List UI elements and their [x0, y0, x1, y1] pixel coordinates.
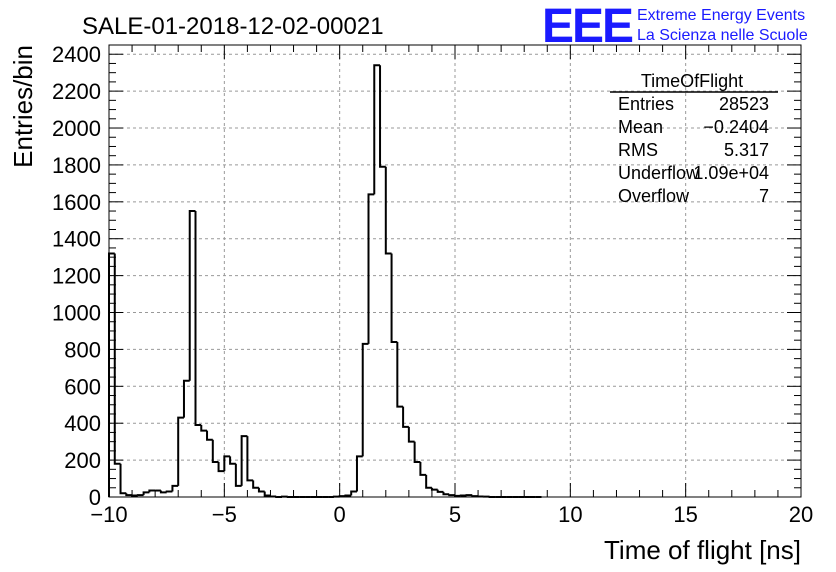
y-tick-label: 1600 — [52, 190, 101, 215]
histogram-bin — [413, 441, 421, 463]
x-tick-label: 15 — [673, 502, 697, 527]
x-tick-labels: −10 −5 0 5 10 15 20 — [90, 502, 813, 527]
histogram-bin — [200, 425, 208, 432]
histogram-bin — [344, 494, 352, 497]
histogram-bin — [211, 439, 219, 463]
x-tick-label: 0 — [334, 502, 346, 527]
axis-ticks — [108, 44, 802, 498]
y-tick-label: 1000 — [52, 301, 101, 326]
chart-title: SALE-01-2018-12-02-00021 — [82, 13, 384, 40]
histogram-bin — [240, 435, 248, 486]
histogram-bin — [390, 253, 398, 344]
histogram-bin — [436, 489, 444, 493]
histogram-bin — [165, 490, 173, 493]
histogram-bin — [448, 494, 455, 497]
histogram-bin — [269, 495, 277, 498]
histogram-bin — [177, 416, 184, 486]
x-tick-label: 10 — [558, 502, 582, 527]
histogram-bin — [355, 455, 363, 492]
stats-value-mean: −0.2404 — [703, 117, 769, 137]
y-tick-label: 1800 — [52, 153, 101, 178]
logo-line-1: Extreme Energy Events — [637, 7, 805, 24]
histogram-bin — [471, 495, 479, 498]
stats-label-underflow: Underflow — [618, 163, 700, 183]
y-tick-label: 2200 — [52, 79, 101, 104]
histogram-bin — [229, 456, 236, 465]
x-tick-label: −5 — [212, 502, 237, 527]
stats-value-rms: 5.317 — [724, 140, 769, 160]
y-tick-label: 1400 — [52, 227, 101, 252]
histogram-bin — [425, 474, 432, 489]
histogram-bin — [384, 166, 392, 255]
y-tick-label: 2400 — [52, 42, 101, 67]
histogram-bin — [206, 430, 213, 441]
logo-mark: EEE — [542, 0, 633, 53]
histogram-bin — [142, 491, 150, 496]
histogram-bin — [361, 342, 369, 457]
histogram-bin — [223, 455, 231, 472]
y-tick-label: 2000 — [52, 116, 101, 141]
y-tick-label: 600 — [64, 374, 101, 399]
stats-value-underflow: 1.09e+04 — [693, 163, 769, 183]
x-tick-label: −10 — [90, 502, 127, 527]
histogram-bin — [125, 493, 133, 497]
stats-box: TimeOfFlight Entries 28523 Mean −0.2404 … — [610, 71, 778, 206]
histogram-bin — [252, 480, 259, 489]
x-axis-title: Time of flight [ns] — [604, 535, 801, 565]
histogram-bin — [188, 210, 196, 381]
histogram-bin — [263, 491, 271, 497]
x-tick-label: 20 — [789, 502, 813, 527]
stats-label-entries: Entries — [618, 94, 674, 114]
histogram-bin — [402, 406, 409, 428]
eee-logo: EEE Extreme Energy Events La Scienza nel… — [542, 0, 808, 53]
histogram-bin — [171, 484, 179, 492]
y-tick-label: 800 — [64, 337, 101, 362]
stats-label-rms: RMS — [618, 140, 658, 160]
y-tick-label: 200 — [64, 448, 101, 473]
histogram-bin — [246, 436, 254, 482]
histogram-bin — [217, 461, 225, 473]
y-tick-label: 0 — [89, 485, 101, 510]
x-tick-label: 5 — [449, 502, 461, 527]
histogram-bin — [407, 426, 415, 443]
histogram-bin — [396, 342, 404, 408]
histogram-bin — [194, 211, 202, 427]
histogram-bin — [442, 491, 450, 496]
histogram-bin — [430, 487, 438, 491]
histogram-bin — [119, 463, 127, 495]
histogram-bin — [373, 64, 381, 195]
histogram-bin — [367, 193, 375, 344]
histogram-bin — [350, 490, 357, 496]
histogram-bin — [182, 379, 190, 418]
stats-value-entries: 28523 — [719, 94, 769, 114]
stats-value-overflow: 7 — [759, 186, 769, 206]
histogram-bin — [159, 490, 167, 494]
histogram-bins — [108, 64, 542, 498]
histogram-bin — [257, 487, 265, 493]
y-tick-label: 400 — [64, 411, 101, 436]
logo-line-2: La Scienza nelle Scuole — [637, 27, 808, 44]
histogram-bin — [234, 463, 242, 487]
stats-title: TimeOfFlight — [641, 71, 743, 91]
histogram-bin — [379, 65, 386, 168]
stats-label-overflow: Overflow — [618, 186, 690, 206]
y-tick-label: 1200 — [52, 264, 101, 289]
y-tick-labels: 0 200 400 600 800 1000 1200 1400 1600 1800 2000 220… — [52, 42, 101, 510]
grid-lines — [109, 45, 801, 497]
histogram-bin — [113, 253, 121, 465]
stats-label-mean: Mean — [618, 117, 663, 137]
histogram-bin — [148, 489, 156, 493]
histogram-bin — [419, 461, 427, 476]
y-axis-title: Entries/bin — [8, 45, 38, 168]
